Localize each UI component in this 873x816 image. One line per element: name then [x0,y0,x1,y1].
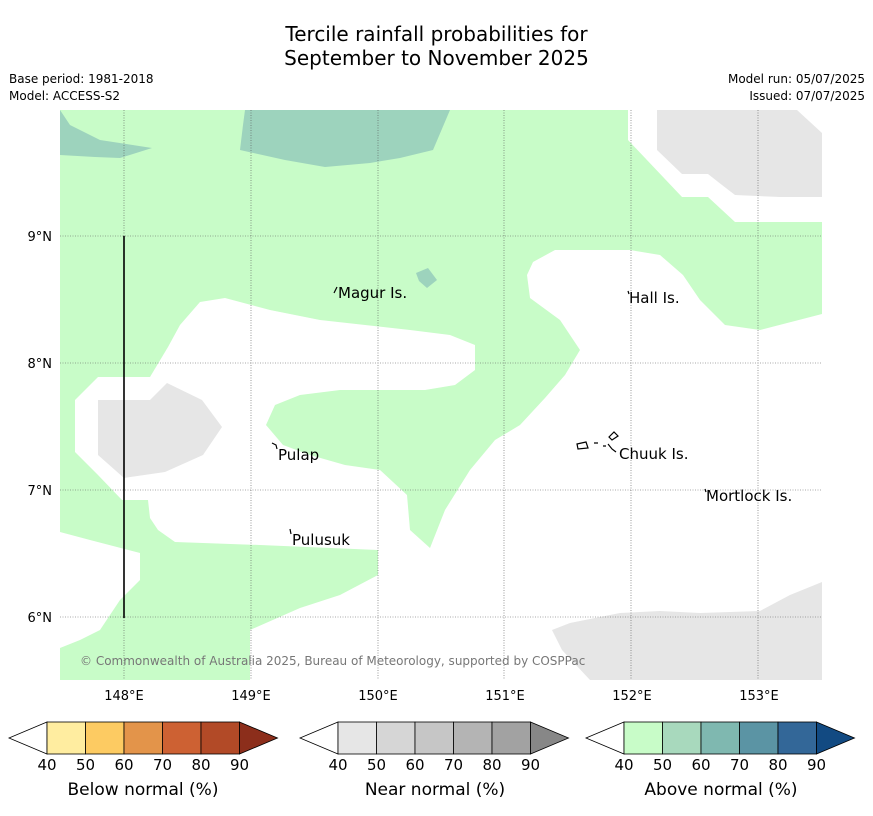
colorbar-near-tick: 50 [367,756,386,774]
above-normal-50-region-north [240,110,450,167]
place-label-chuuk: Chuuk Is. [619,445,688,463]
map-title: Tercile rainfall probabilities for Septe… [0,22,873,70]
no-dominant-region-southwest [60,532,140,648]
colorbar-near-under-triangle [298,721,339,755]
model-run: Model run: 05/07/2025 [727,72,865,86]
colorbar-below-segment [162,721,202,755]
lat-label-8n: 8°N [28,357,53,372]
pulap-island-mark [271,442,278,450]
colorbar-above-segment [739,721,779,755]
above-normal-50-patch [416,268,437,288]
colorbar-below-tick: 40 [37,756,56,774]
issued-date: Issued: 07/07/2025 [749,89,865,103]
lat-label-9n: 9°N [28,230,53,245]
lon-label-151e: 151°E [485,689,525,704]
colorbar-near-segment [376,721,416,755]
hall-island-mark [627,290,630,295]
colorbar-below-tick: 50 [76,756,95,774]
place-labels: Magur Is. Hall Is. Pulap Chuuk Is. Mortl… [278,284,792,549]
colorbar-above-tick: 60 [691,756,710,774]
latitude-labels: 9°N 8°N 7°N 6°N [28,230,53,626]
lon-label-152e: 152°E [612,689,652,704]
lon-label-148e: 148°E [104,689,144,704]
place-label-pulap: Pulap [278,446,319,464]
colorbar-above-tick: 50 [653,756,672,774]
colorbar-near-segment [337,721,377,755]
colorbar-near-tick: 80 [482,756,501,774]
colorbar-below-segment [200,721,240,755]
colorbar-above-tick: 80 [768,756,787,774]
place-label-hall: Hall Is. [629,289,680,307]
lat-label-7n: 7°N [28,484,53,499]
title-line-1: Tercile rainfall probabilities for [285,22,588,46]
colorbar-near-segment [453,721,493,755]
colorbar-below: 40 50 60 70 80 90 [7,721,279,774]
chuuk-island-mark [576,431,619,453]
colorbar-label-near: Near normal (%) [364,780,506,800]
colorbar-above-tick: 90 [807,756,826,774]
colorbar-above-segment [623,721,663,755]
place-label-pulusuk: Pulusuk [292,531,350,549]
map-area [60,110,822,680]
copyright-text: © Commonwealth of Australia 2025, Bureau… [80,654,585,668]
colorbar-above-over-triangle [816,721,856,755]
colorbar-above-segment [700,721,740,755]
meta-right: Model run: 05/07/2025 Issued: 07/07/2025 [728,71,865,105]
longitude-labels: 148°E 149°E 150°E 151°E 152°E 153°E [104,689,779,704]
colorbar-above-tick: 40 [614,756,633,774]
lat-label-6n: 6°N [28,611,53,626]
colorbar-label-below: Below normal (%) [67,780,219,800]
colorbar-below-segment [123,721,163,755]
colorbar-below-tick: 60 [114,756,133,774]
colorbar-above: 40 50 60 70 80 90 [584,721,856,774]
place-label-magur: Magur Is. [338,284,407,302]
pulusuk-island-mark [289,528,292,535]
colorbar-near-tick: 90 [521,756,540,774]
colorbar-near-tick: 70 [444,756,463,774]
base-period: Base period: 1981-2018 [9,72,154,86]
mortlock-island-mark [704,488,707,493]
above-normal-40-region [60,110,822,680]
meta-left: Base period: 1981-2018 Model: ACCESS-S2 [9,71,154,105]
lon-label-153e: 153°E [739,689,779,704]
colorbar-near-tick: 60 [405,756,424,774]
lon-label-149e: 149°E [231,689,271,704]
colorbar-below-over-triangle [239,721,279,755]
place-label-mortlock: Mortlock Is. [706,487,792,505]
colorbar-below-tick: 90 [230,756,249,774]
colorbar-near-segment [414,721,454,755]
colorbar-near-segment [491,721,531,755]
near-normal-region-northeast [657,110,822,197]
colorbar-near: 40 50 60 70 80 90 [298,721,570,774]
near-normal-region-west [98,383,222,478]
island-marks [271,286,707,535]
colorbar-below-under-triangle [7,721,48,755]
colorbar-below-tick: 80 [191,756,210,774]
colorbar-below-tick: 70 [153,756,172,774]
magur-island-mark [333,286,338,294]
colorbar-below-segment [46,721,86,755]
model-name: Model: ACCESS-S2 [9,89,121,103]
colorbar-label-above: Above normal (%) [644,780,798,800]
near-normal-region-southeast [552,582,822,680]
colorbar-above-under-triangle [584,721,625,755]
colorbar-above-segment [662,721,702,755]
colorbar-above-segment [777,721,817,755]
colorbar-near-over-triangle [530,721,570,755]
colorbar-below-segment [85,721,125,755]
title-line-2: September to November 2025 [284,46,589,70]
colorbar-near-tick: 40 [328,756,347,774]
lon-label-150e: 150°E [358,689,398,704]
above-normal-50-region-west [60,110,152,158]
colorbar-above-tick: 70 [730,756,749,774]
